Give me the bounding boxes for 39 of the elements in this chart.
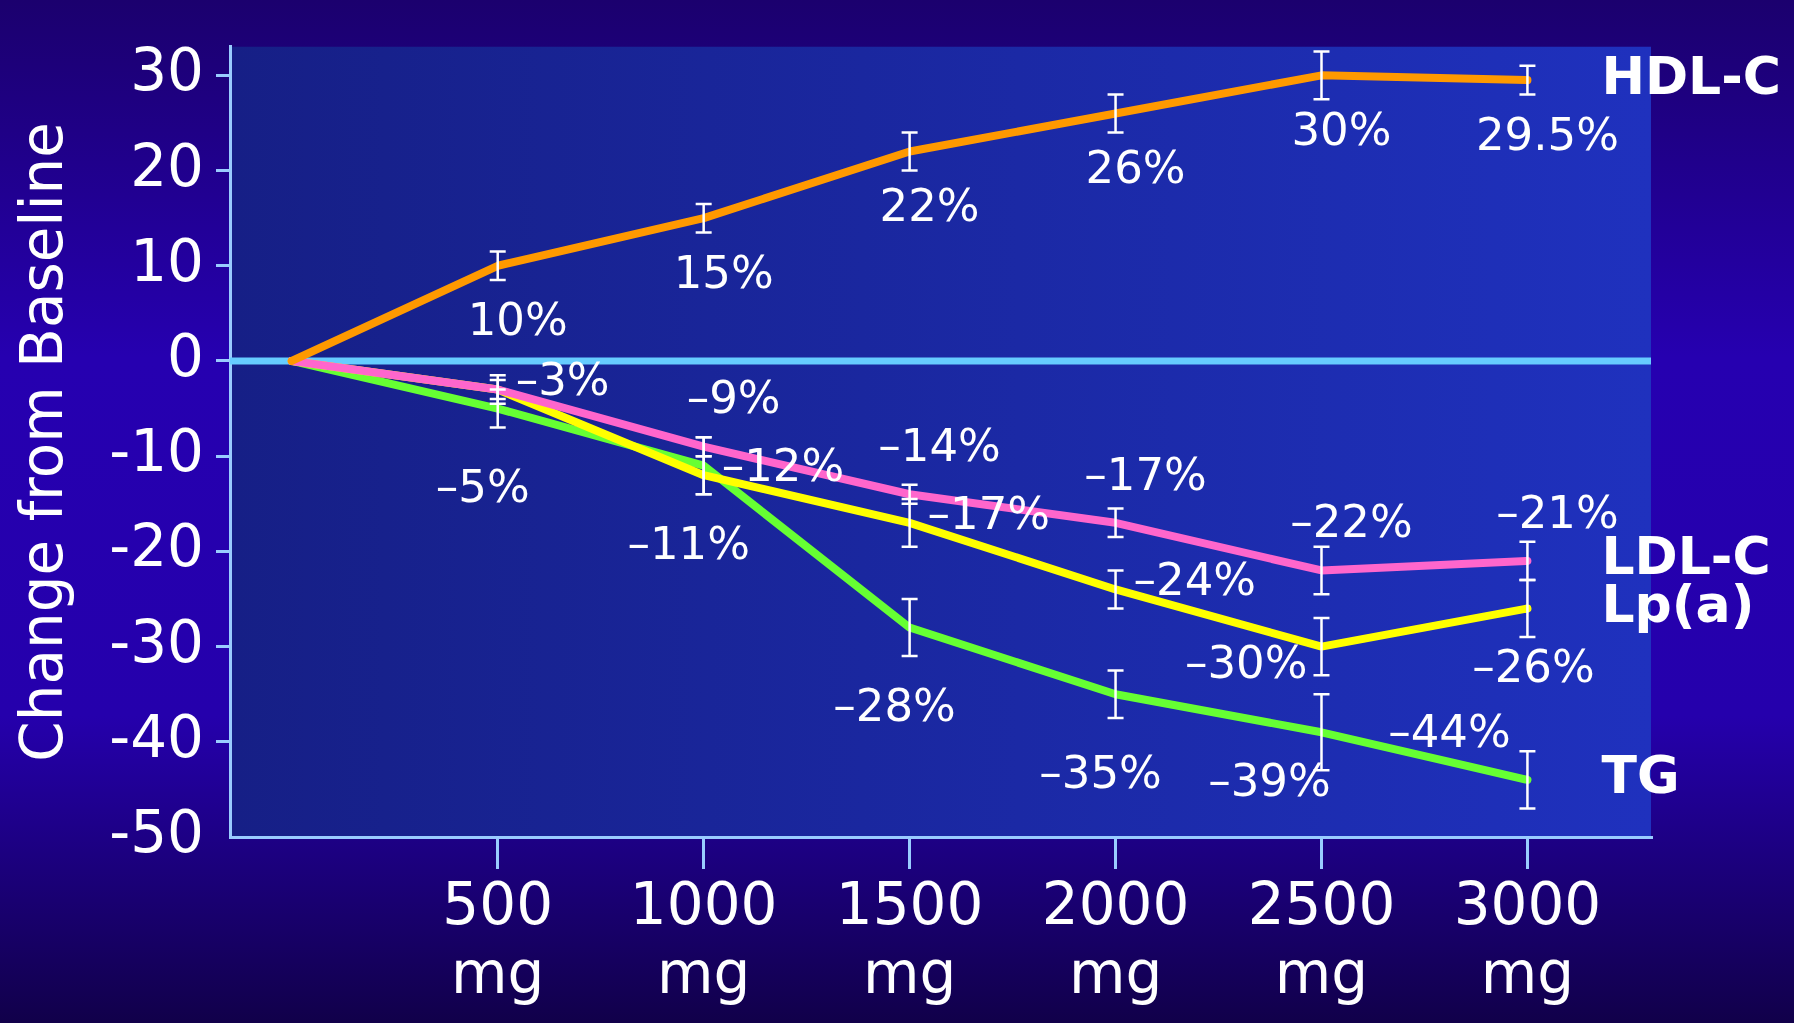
y-tick-label: -30 (109, 607, 204, 676)
data-label: 30% (1291, 103, 1392, 157)
data-label: –22% (1290, 495, 1413, 549)
data-label: –9% (686, 371, 781, 425)
data-label: –39% (1208, 753, 1331, 807)
data-label: –14% (878, 418, 1001, 472)
data-label: –5% (435, 460, 530, 514)
y-tick-label: -50 (109, 798, 204, 867)
series-label: TG (1601, 745, 1680, 806)
data-label: 29.5% (1475, 107, 1619, 161)
x-tick-label: 2500 mg (1247, 870, 1396, 1007)
y-tick-label: 0 (167, 322, 204, 391)
data-label: –17% (1084, 447, 1207, 501)
y-tick-label: -10 (109, 417, 204, 486)
data-label: 15% (673, 245, 774, 299)
data-label: 26% (1085, 141, 1186, 195)
data-label: –26% (1472, 640, 1595, 694)
y-tick-label: 20 (130, 131, 204, 200)
x-tick-label: 3000 mg (1453, 870, 1602, 1007)
data-label: 10% (467, 293, 568, 347)
data-label: –44% (1388, 704, 1511, 758)
x-tick-label: 2000 mg (1041, 870, 1190, 1007)
data-label: –3% (515, 353, 610, 407)
data-label: –24% (1133, 553, 1257, 607)
x-tick-label: 1500 mg (835, 870, 984, 1007)
data-label: –11% (627, 517, 750, 571)
y-axis-title: Change from Baseline (7, 121, 76, 762)
y-tick-label: -20 (109, 512, 204, 581)
series-label: Lp(a) (1601, 574, 1755, 635)
data-label: –35% (1039, 745, 1162, 799)
y-tick-label: 10 (130, 226, 204, 295)
data-label: –30% (1184, 636, 1308, 690)
y-tick-label: -40 (109, 702, 204, 771)
data-label: 22% (879, 179, 980, 233)
data-label: –28% (833, 679, 956, 733)
x-tick-label: 1000 mg (629, 870, 778, 1007)
series-label: HDL-C (1601, 45, 1781, 106)
y-tick-label: 30 (130, 36, 204, 105)
x-tick-label: 500 mg (442, 870, 554, 1007)
